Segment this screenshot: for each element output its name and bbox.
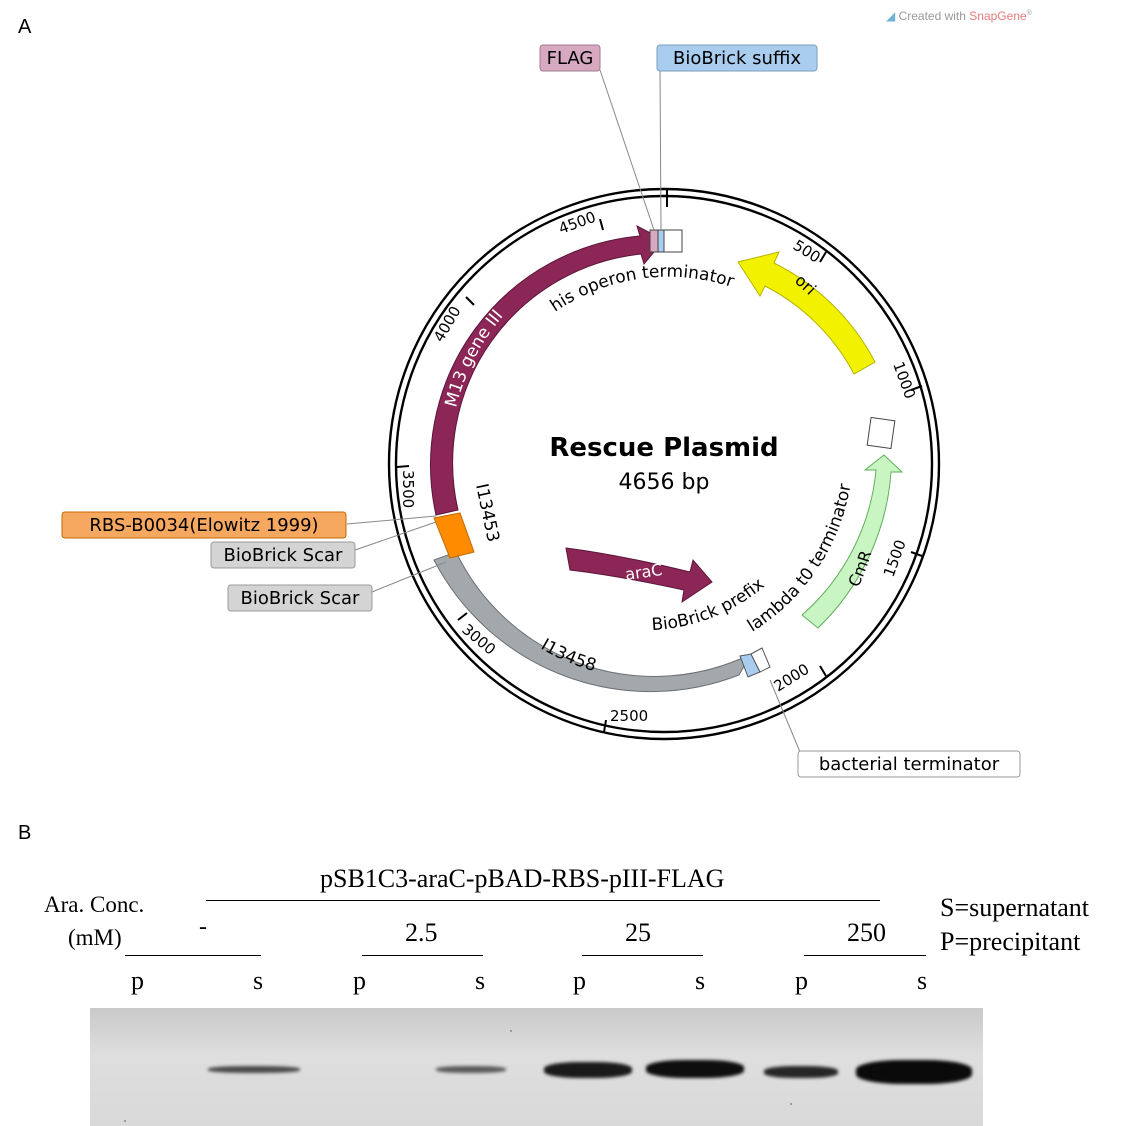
- biobrick-scar-callout-1: [210, 541, 356, 569]
- biobrick-scar-callout-1-text: BioBrick Scar: [224, 545, 344, 566]
- blot-band: [208, 1066, 300, 1073]
- watermark-prefix: Created with: [898, 9, 970, 23]
- lambda-terminator-box: [750, 647, 771, 673]
- blot-band: [764, 1066, 838, 1078]
- rbs-feature: [433, 512, 475, 559]
- biobrick-suffix-box: [657, 229, 665, 253]
- tick-label-2500: 2500: [610, 707, 648, 725]
- blot-band: [646, 1060, 744, 1078]
- tick-marks: [396, 190, 923, 733]
- blot-speck: [124, 1120, 126, 1122]
- lane-label: p: [795, 966, 808, 995]
- tick-label-3500: 3500: [399, 470, 417, 508]
- watermark-brand: SnapGene: [969, 9, 1027, 23]
- bacterial-terminator-callout: [797, 750, 1021, 778]
- backbone-inner-ring: [394, 194, 934, 734]
- conc-underline-4: [804, 955, 926, 956]
- biobrick-scar-callout-2-text: BioBrick Scar: [241, 588, 361, 609]
- biobrick-scar-callout-2: [227, 584, 373, 612]
- lambda-t0-terminator-label: lambda t0 terminator: [744, 482, 855, 636]
- legend-supernatant: S=supernatant: [940, 893, 1089, 922]
- legend-precipitant: P=precipitant: [940, 927, 1081, 956]
- lane-label: p: [131, 966, 144, 995]
- plasmid-size: 4656 bp: [619, 470, 710, 495]
- his-terminator-box: [663, 229, 683, 253]
- biobrick-suffix-callout: [656, 44, 818, 72]
- lane-label: p: [573, 966, 586, 995]
- blot-band: [436, 1066, 506, 1073]
- callout-leaders: [346, 69, 801, 753]
- western-blot-image: [90, 1008, 983, 1126]
- plasmid-name: Rescue Plasmid: [549, 433, 778, 463]
- snapgene-watermark: ◢ Created with SnapGene®: [886, 9, 1032, 23]
- conc-underline-1: [125, 955, 261, 956]
- lane-label: s: [475, 966, 486, 995]
- conc-250: 250: [847, 918, 886, 947]
- panel-b-letter: B: [18, 822, 32, 844]
- i13453-label: I13453: [471, 482, 503, 544]
- tick-label-500: 500: [790, 236, 824, 266]
- flag-box: [649, 229, 659, 253]
- terminator-box-right: [866, 416, 896, 450]
- rbs-callout-text: RBS-B0034(Elowitz 1999): [89, 515, 318, 536]
- blot-speck: [510, 1030, 512, 1032]
- construct-underline: [206, 900, 880, 901]
- watermark-mark: ®: [1026, 10, 1032, 17]
- tick-label-1500: 1500: [880, 537, 910, 579]
- ara-conc-label: Ara. Conc.: [44, 892, 145, 917]
- lane-label: s: [917, 966, 928, 995]
- conc-none: -: [199, 914, 207, 940]
- backbone-outer-ring: [387, 187, 941, 741]
- lane-label: s: [695, 966, 706, 995]
- flag-callout-text: FLAG: [547, 48, 594, 69]
- flag-callout: [539, 44, 601, 72]
- cmr-arrow: [801, 454, 904, 629]
- rbs-callout: [61, 511, 347, 539]
- conc-2-5: 2.5: [405, 918, 438, 947]
- blot-band: [856, 1060, 972, 1084]
- construct-name: pSB1C3-araC-pBAD-RBS-pIII-FLAG: [320, 864, 725, 893]
- blot-speck: [790, 1103, 792, 1105]
- lane-label: p: [353, 966, 366, 995]
- lane-label: s: [253, 966, 264, 995]
- conc-25: 25: [625, 918, 651, 947]
- ori-arrow: [737, 251, 876, 375]
- tick-label-4500: 4500: [556, 208, 598, 238]
- bacterial-terminator-callout-text: bacterial terminator: [819, 754, 1000, 775]
- conc-underline-3: [582, 955, 703, 956]
- ara-conc-unit: (mM): [68, 925, 122, 950]
- panel-a-letter: A: [18, 16, 32, 38]
- plasmid-map: 500 1000 1500 2000 2500 3000 3500 4000 4…: [61, 44, 1021, 778]
- tick-label-1000: 1000: [889, 359, 919, 401]
- blot-band: [544, 1062, 632, 1078]
- snapgene-logo-icon: ◢: [886, 9, 896, 23]
- biobrick-suffix-callout-text: BioBrick suffix: [673, 48, 801, 69]
- arac-arrow: [565, 547, 713, 604]
- conc-underline-2: [362, 955, 483, 956]
